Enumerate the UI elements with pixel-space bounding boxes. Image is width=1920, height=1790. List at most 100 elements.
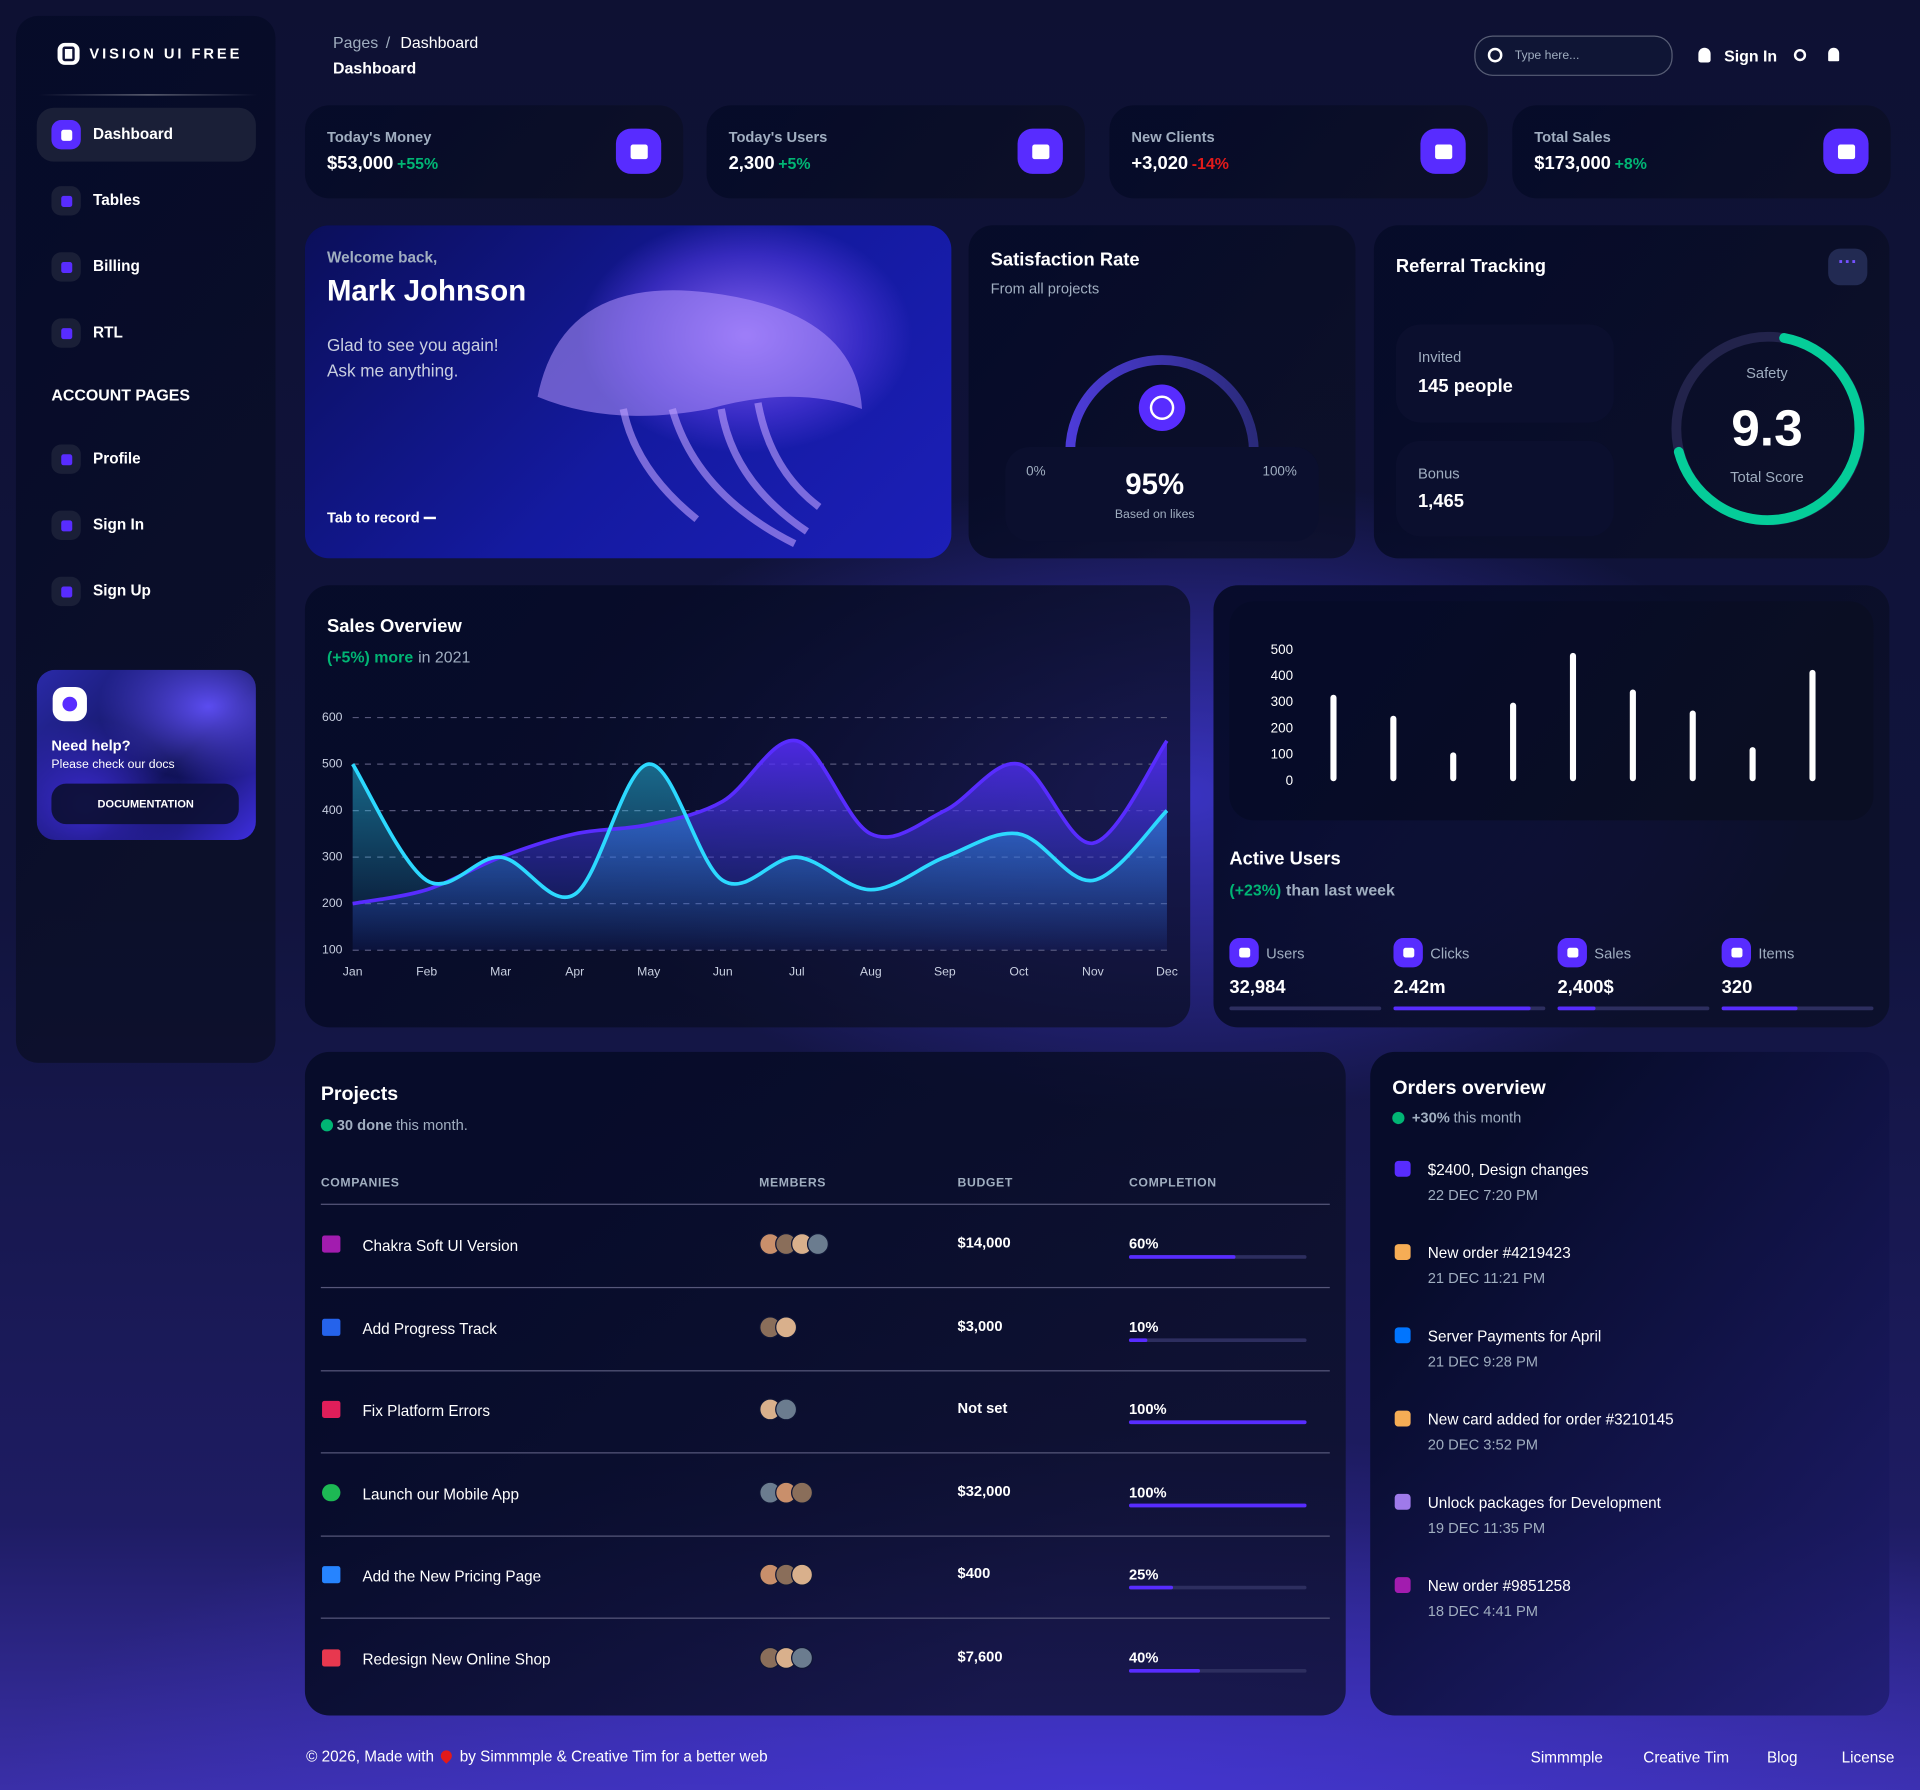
progress-track: [1721, 1006, 1874, 1011]
footer-link[interactable]: Blog: [1766, 1749, 1798, 1767]
glyph: [60, 519, 72, 531]
area: [352, 764, 1167, 951]
card-subtitle: From all projects: [990, 280, 1100, 298]
x-tick-label: Feb: [416, 964, 437, 978]
glyph: [60, 453, 72, 465]
welcome-text: Glad to see you again!: [326, 335, 499, 355]
score: 9.3: [1731, 398, 1803, 457]
nav-icon: [51, 510, 81, 541]
y-tick-label: 100: [322, 942, 343, 956]
logo: [57, 42, 80, 65]
x-tick-label: Sep: [934, 964, 956, 978]
orders-change: +30% this month: [1411, 1109, 1522, 1127]
stat-icon: [1420, 128, 1466, 174]
gauge-icon: [1138, 384, 1186, 432]
record-link[interactable]: Tab to record: [326, 509, 420, 527]
glyph: [1031, 143, 1049, 159]
footer-link[interactable]: License: [1841, 1749, 1895, 1767]
nav-item[interactable]: Sign Up: [93, 582, 151, 600]
order-icon: [1394, 1160, 1411, 1177]
completion-bar: [1128, 1586, 1174, 1590]
help-icon: [52, 686, 87, 722]
completion-bar: [1128, 1337, 1147, 1342]
menu-button[interactable]: ···: [1828, 248, 1868, 286]
nav-item[interactable]: RTL: [93, 323, 123, 342]
invited-box: [1395, 324, 1614, 423]
line: [351, 762, 1169, 899]
nav-item[interactable]: Tables: [93, 191, 141, 209]
arrow-icon: [423, 516, 436, 520]
chart-title: Active Users: [1229, 848, 1341, 870]
search[interactable]: [1474, 35, 1673, 76]
stat-label: Today's Money: [326, 128, 432, 146]
nav-icon: [51, 120, 81, 150]
x-tick-label: Nov: [1082, 964, 1105, 978]
order-title: $2400, Design changes: [1427, 1161, 1589, 1179]
y-tick-label: 400: [322, 803, 343, 817]
search-placeholder[interactable]: Type here...: [1514, 48, 1580, 63]
y-tick-label: 600: [322, 710, 343, 724]
doc-button-text[interactable]: DOCUMENTATION: [97, 797, 194, 811]
company-name: Redesign New Online Shop: [362, 1651, 551, 1669]
settings-icon[interactable]: [1793, 48, 1807, 62]
nav-item[interactable]: Billing: [93, 257, 140, 275]
chart-subtitle-rest: in 2021: [418, 648, 471, 667]
x-tick-label: Jul: [789, 964, 805, 978]
bonus-value: 1,465: [1417, 491, 1464, 512]
stat-value: 32,984: [1229, 977, 1286, 998]
footer-link[interactable]: Creative Tim: [1643, 1749, 1730, 1767]
sign-in[interactable]: Sign In: [1724, 46, 1778, 66]
stat-label: Sales: [1594, 945, 1632, 963]
user-name: Mark Johnson: [326, 275, 527, 309]
completion-label: 100%: [1128, 1400, 1167, 1418]
breadcrumb[interactable]: Pages: [333, 33, 379, 52]
column-header: COMPANIES: [320, 1176, 400, 1191]
y-tick-label: 300: [322, 849, 343, 863]
bell-icon[interactable]: [1828, 47, 1840, 62]
footer-link[interactable]: Simmmple: [1530, 1749, 1603, 1767]
gauge-box: [1005, 446, 1319, 542]
company-logo: [322, 1401, 341, 1419]
x-tick-label: Mar: [490, 964, 511, 978]
card-title: Orders overview: [1392, 1078, 1546, 1099]
gauge-caption: Based on likes: [1114, 508, 1195, 522]
active-users-chart: 0 100 200 300 400 500: [1271, 642, 1816, 788]
nav-item[interactable]: Dashboard: [93, 125, 174, 143]
order-title: Server Payments for April: [1427, 1327, 1602, 1346]
x-tick-label: Apr: [565, 964, 584, 978]
x-tick-label: Jun: [713, 964, 733, 978]
stat-label: Users: [1266, 945, 1305, 963]
stat-value: 320: [1721, 977, 1753, 998]
stat-icon: [1017, 128, 1063, 174]
card-title: Referral Tracking: [1395, 255, 1546, 277]
completion-bar: [1128, 1255, 1236, 1259]
column-header: MEMBERS: [759, 1176, 827, 1191]
member-avatar: [791, 1481, 814, 1504]
doc-button[interactable]: [51, 783, 239, 825]
nav-item[interactable]: Profile: [93, 450, 141, 468]
order-title: New order #4219423: [1427, 1244, 1571, 1262]
y-tick-label: 0: [1286, 773, 1293, 788]
x-tick-label: Oct: [1009, 964, 1029, 978]
order-icon: [1394, 1244, 1411, 1261]
order-icon: [1394, 1577, 1411, 1594]
completion-label: 25%: [1128, 1566, 1159, 1584]
nav-item[interactable]: Sign In: [93, 516, 145, 534]
stat-icon: [1721, 937, 1752, 968]
order-time: 22 DEC 7:20 PM: [1427, 1186, 1539, 1204]
breadcrumb: Dashboard: [400, 33, 479, 52]
bar: [1510, 702, 1517, 782]
brand: VISION UI FREE: [89, 45, 243, 63]
help-title: Need help?: [51, 736, 131, 755]
stat-label: Clicks: [1430, 945, 1470, 963]
completion-track: [1128, 1337, 1307, 1342]
bar: [1809, 669, 1816, 782]
stat-value: +3,020 -14%: [1131, 153, 1229, 174]
sales-chart: 100 200 300 400 500 600 Jan Feb Mar Apr May Jun Jul A…: [322, 710, 1178, 979]
row-rule: [320, 1452, 1330, 1454]
completion-bar: [1128, 1503, 1307, 1508]
nav-icon: [51, 186, 81, 216]
footer-text-rest: by Simmmple & Creative Tim for a better …: [459, 1747, 768, 1766]
